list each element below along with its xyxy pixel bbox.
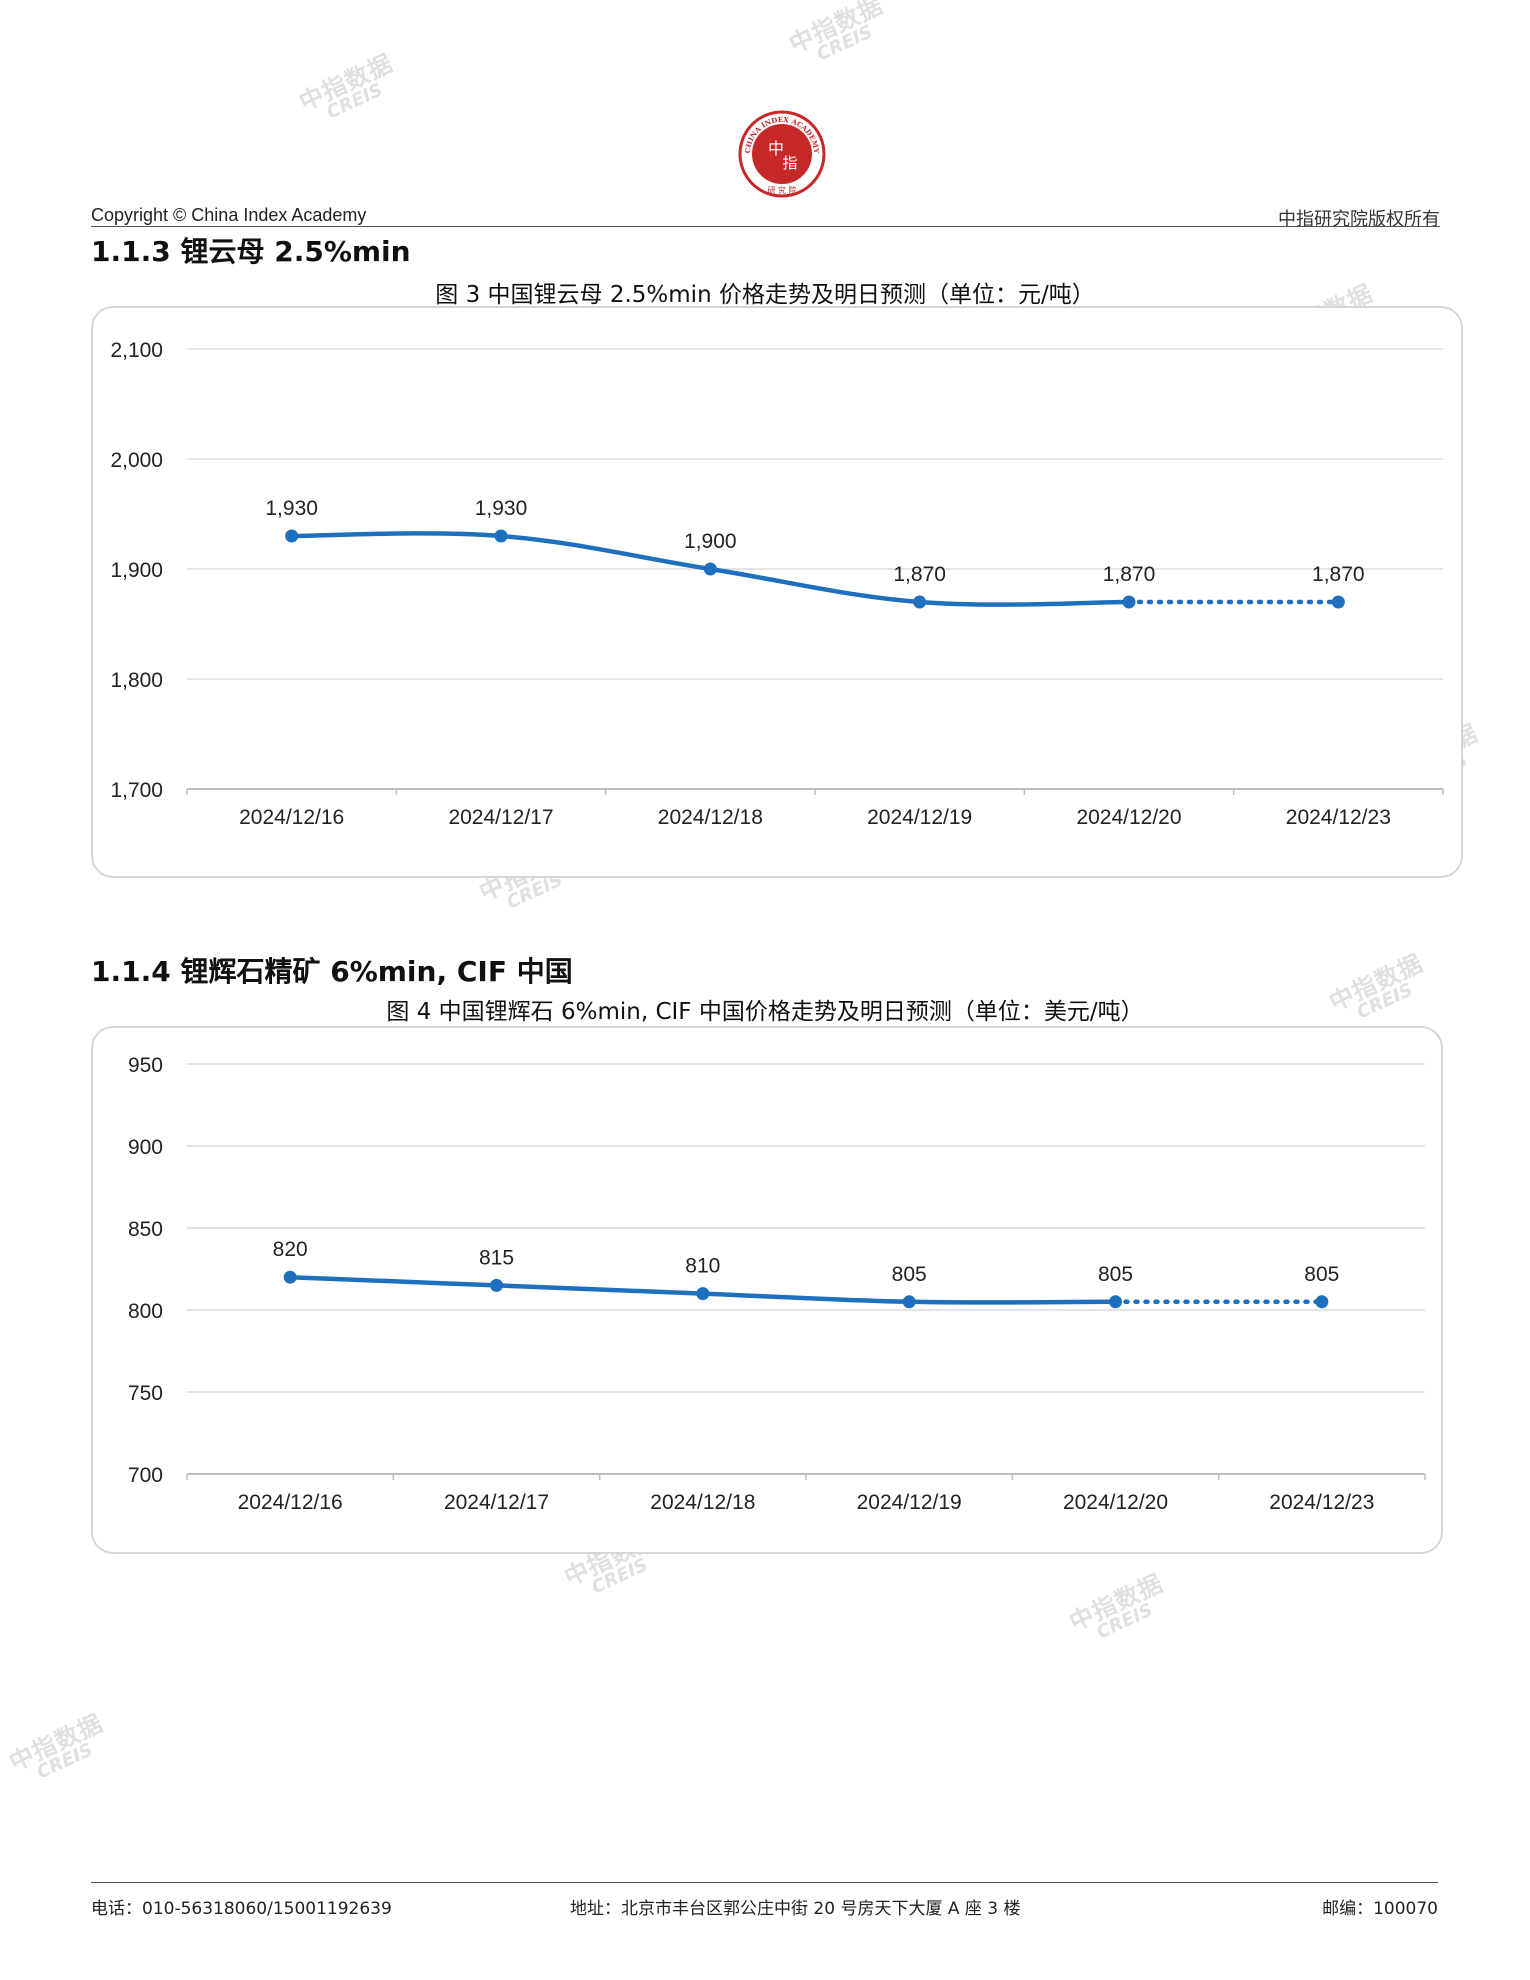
logo-char-2: 指 bbox=[782, 154, 797, 172]
x-tick-label: 2024/12/20 bbox=[1076, 806, 1181, 829]
data-label: 805 bbox=[1098, 1263, 1133, 1286]
footer-address: 地址：北京市丰台区郭公庄中街 20 号房天下大厦 A 座 3 楼 bbox=[570, 1899, 1021, 1919]
data-label: 1,870 bbox=[1103, 563, 1156, 586]
y-tick-label: 900 bbox=[128, 1136, 163, 1159]
y-tick-label: 750 bbox=[128, 1382, 163, 1405]
data-point bbox=[703, 562, 717, 576]
watermark-12: 中指数据 CREIS bbox=[1064, 1569, 1168, 1644]
y-tick-label: 1,800 bbox=[110, 669, 163, 692]
header-divider bbox=[91, 226, 1440, 227]
y-tick-label: 2,100 bbox=[110, 339, 163, 362]
x-tick-label: 2024/12/18 bbox=[658, 806, 763, 829]
data-point bbox=[283, 1270, 297, 1284]
logo-char-1: 中 bbox=[768, 139, 784, 158]
data-point bbox=[1122, 595, 1136, 609]
x-tick-label: 2024/12/19 bbox=[867, 806, 972, 829]
copyright-text: Copyright © China Index Academy bbox=[91, 205, 367, 225]
data-label: 810 bbox=[685, 1255, 720, 1278]
data-point bbox=[1331, 595, 1345, 609]
x-tick-label: 2024/12/23 bbox=[1286, 806, 1391, 829]
data-point bbox=[1315, 1295, 1329, 1309]
data-label: 805 bbox=[892, 1263, 927, 1286]
data-point bbox=[696, 1287, 710, 1301]
data-point bbox=[913, 595, 927, 609]
data-point bbox=[494, 529, 508, 543]
section-heading-1: 1.1.3 锂云母 2.5%min bbox=[91, 235, 411, 268]
china-index-academy-logo: CHINA INDEX ACADEMY 中 指 研 究 院 bbox=[738, 110, 826, 198]
y-tick-label: 700 bbox=[128, 1464, 163, 1487]
data-label: 805 bbox=[1304, 1263, 1339, 1286]
footer-phone: 电话：010-56318060/15001192639 bbox=[91, 1899, 392, 1919]
data-label: 815 bbox=[479, 1246, 514, 1269]
footer-divider bbox=[91, 1882, 1438, 1883]
data-label: 1,870 bbox=[893, 563, 946, 586]
line-chart-spodumene: 700 750 800 850 900 950 2024/12/16 2024/12/17 20… bbox=[128, 1054, 1426, 1514]
data-label: 1,870 bbox=[1312, 563, 1365, 586]
chart-card-2: 700 750 800 850 900 950 2024/12/16 2024/12/17 20… bbox=[91, 1026, 1443, 1554]
data-label: 1,930 bbox=[475, 497, 528, 520]
data-point bbox=[902, 1295, 916, 1309]
x-tick-label: 2024/12/16 bbox=[239, 806, 344, 829]
y-tick-label: 950 bbox=[128, 1054, 163, 1077]
data-point bbox=[490, 1278, 503, 1292]
y-tick-label: 2,000 bbox=[110, 449, 163, 472]
section-heading-2: 1.1.4 锂辉石精矿 6%min, CIF 中国 bbox=[91, 955, 573, 988]
chart-caption-1: 图 3 中国锂云母 2.5%min 价格走势及明日预测（单位：元/吨） bbox=[435, 282, 1095, 308]
x-tick-label: 2024/12/17 bbox=[444, 1491, 549, 1514]
data-label: 1,930 bbox=[265, 497, 318, 520]
watermark-1: 中指数据 CREIS bbox=[784, 0, 888, 66]
y-tick-label: 1,700 bbox=[110, 779, 163, 802]
data-label: 820 bbox=[273, 1238, 308, 1261]
x-tick-label: 2024/12/18 bbox=[650, 1491, 755, 1514]
line-chart-lepidolite: 1,700 1,800 1,900 2,000 2,100 2024/12/16 2024/… bbox=[110, 339, 1444, 829]
x-tick-label: 2024/12/20 bbox=[1063, 1491, 1168, 1514]
x-tick-label: 2024/12/19 bbox=[857, 1491, 962, 1514]
watermark-13: 中指数据 CREIS bbox=[4, 1709, 108, 1784]
data-point bbox=[1109, 1295, 1122, 1309]
y-tick-label: 850 bbox=[128, 1218, 163, 1241]
data-point bbox=[285, 529, 299, 543]
logo-bottom-text: 研 究 院 bbox=[767, 185, 796, 195]
footer-postcode: 邮编：100070 bbox=[1322, 1899, 1438, 1919]
watermark-0: 中指数据 CREIS bbox=[294, 49, 398, 124]
chart-caption-2: 图 4 中国锂辉石 6%min, CIF 中国价格走势及明日预测（单位：美元/吨… bbox=[386, 999, 1144, 1025]
chart-card-1: 1,700 1,800 1,900 2,000 2,100 2024/12/16 2024/… bbox=[91, 306, 1463, 878]
rights-text: 中指研究院版权所有 bbox=[1278, 209, 1440, 230]
y-tick-label: 1,900 bbox=[110, 559, 163, 582]
x-tick-label: 2024/12/23 bbox=[1269, 1491, 1374, 1514]
x-tick-label: 2024/12/17 bbox=[448, 806, 553, 829]
x-tick-label: 2024/12/16 bbox=[238, 1491, 343, 1514]
y-tick-label: 800 bbox=[128, 1300, 163, 1323]
data-label: 1,900 bbox=[684, 530, 737, 553]
